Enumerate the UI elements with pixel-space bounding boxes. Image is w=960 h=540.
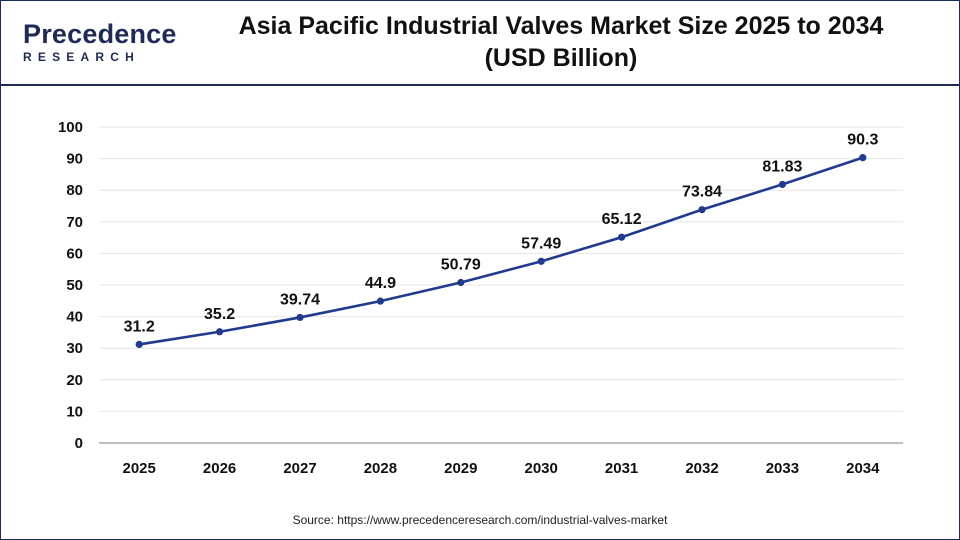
x-tick-label: 2033 [766, 460, 799, 477]
x-tick-label: 2028 [364, 460, 397, 477]
data-labels: 31.2 35.2 39.74 44.9 50.79 57.49 65.12 73.84 81.… [124, 132, 879, 336]
x-tick-label: 2031 [605, 460, 638, 477]
data-point [296, 313, 304, 322]
x-tick-label: 2032 [685, 460, 718, 477]
data-label: 57.49 [521, 235, 561, 252]
x-tick-label: 2025 [123, 460, 156, 477]
data-point [698, 206, 706, 214]
data-point [618, 233, 626, 241]
data-point [859, 154, 867, 162]
data-point [778, 180, 787, 189]
data-label: 90.3 [847, 132, 878, 149]
x-tick-label: 2026 [203, 460, 236, 477]
chart-title-line1: Asia Pacific Industrial Valves Market Si… [238, 12, 884, 40]
y-tick-label: 10 [66, 403, 83, 420]
y-axis-ticks: 0 10 20 30 40 50 60 70 80 90 100 [58, 119, 83, 452]
data-label: 73.84 [682, 184, 722, 201]
y-tick-label: 100 [58, 119, 83, 136]
data-point [537, 257, 545, 265]
data-label: 35.2 [204, 306, 235, 323]
y-tick-label: 50 [66, 277, 83, 294]
data-point [457, 278, 465, 287]
logo: Precedence RESEARCH [15, 17, 176, 67]
header: Precedence RESEARCH Asia Pacific Industr… [1, 1, 959, 86]
y-tick-label: 60 [66, 245, 83, 262]
chart-title: Asia Pacific Industrial Valves Market Si… [201, 10, 921, 74]
y-tick-label: 90 [66, 151, 83, 168]
chart-title-line2: (USD Billion) [484, 44, 638, 72]
data-label: 65.12 [602, 211, 642, 228]
x-tick-label: 2027 [283, 460, 316, 477]
y-tick-label: 40 [66, 309, 83, 326]
x-axis-ticks: 2025 2026 2027 2028 2029 2030 2031 2032 2033 2034 [123, 460, 881, 477]
x-tick-label: 2030 [525, 460, 558, 477]
source-note: Source: https://www.precedenceresearch.c… [292, 513, 668, 527]
grid-lines [99, 126, 903, 412]
data-point [216, 328, 224, 336]
y-tick-label: 20 [66, 372, 83, 389]
data-point [135, 340, 143, 349]
data-label: 81.83 [762, 158, 802, 175]
data-label: 39.74 [280, 291, 320, 308]
x-tick-label: 2029 [444, 460, 477, 477]
data-points [135, 154, 867, 349]
y-tick-label: 30 [66, 340, 83, 357]
y-tick-label: 80 [66, 182, 83, 199]
y-tick-label: 70 [66, 214, 83, 231]
data-label: 44.9 [365, 275, 396, 292]
logo-subtitle: RESEARCH [23, 50, 140, 64]
logo-wordmark: Precedence [23, 19, 177, 49]
x-tick-label: 2034 [846, 460, 880, 477]
series-line [138, 156, 864, 346]
data-label: 31.2 [124, 318, 155, 335]
data-point [376, 297, 384, 305]
data-label: 50.79 [441, 257, 481, 274]
y-tick-label: 0 [75, 435, 83, 452]
